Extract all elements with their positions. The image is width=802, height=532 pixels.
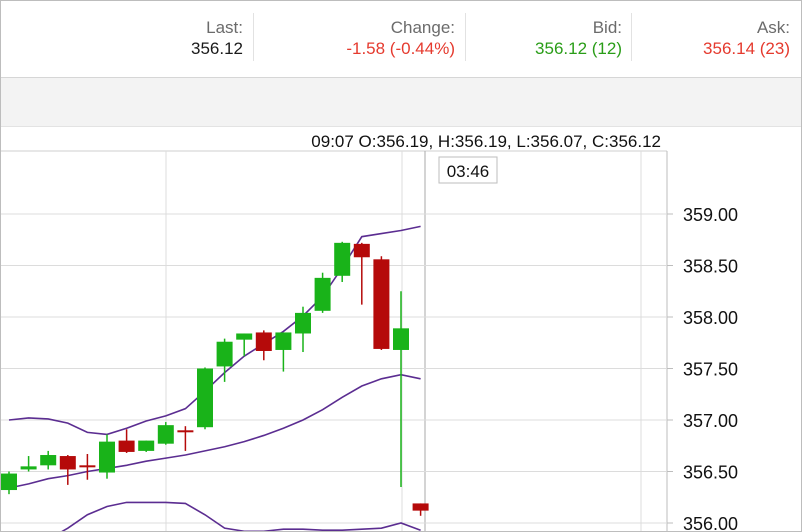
price-tick-label: 356.50 (683, 463, 738, 483)
candle-body-up (236, 333, 253, 340)
quote-divider (465, 13, 466, 61)
price-tick-label: 357.50 (683, 360, 738, 380)
toolbar-band (1, 78, 801, 127)
candle-body-down (59, 456, 76, 470)
change-label: Change: (390, 18, 455, 37)
candle-body-up (314, 277, 331, 311)
price-tick-label: 359.00 (683, 205, 738, 225)
price-tick-label: 358.50 (683, 257, 738, 277)
crosshair-time-box (438, 156, 498, 184)
price-tick-label: 356.00 (683, 514, 738, 531)
band-lower-line (61, 501, 421, 531)
quote-change: Change: -1.58 (-0.44%) (261, 1, 455, 77)
band-middle-line (8, 373, 421, 489)
price-tick-label: 358.00 (683, 308, 738, 328)
last-value: 356.12 (191, 39, 243, 58)
price-axis: 359.00 358.50 358.00 357.50 357.00 356.50 356.… (667, 205, 738, 531)
candle-body-down (412, 503, 429, 511)
candle-body-up (197, 368, 213, 428)
bollinger-bands (8, 225, 421, 531)
quote-bid: Bid: 356.12 (12) (473, 1, 622, 77)
candle-body-up (275, 332, 292, 350)
ohlc-readout: 09:07 O:356.19, H:356.19, L:356.07, C:35… (311, 132, 661, 151)
quote-divider (631, 13, 632, 61)
quote-bar: Last: 356.12 Change: -1.58 (-0.44%) Bid:… (1, 1, 801, 78)
crosshair-time-label: 03:46 (447, 162, 490, 181)
grid (1, 150, 668, 531)
candle-body-up (1, 473, 17, 491)
candles (1, 241, 429, 516)
candle-body-up (157, 425, 174, 444)
candle-body-down (79, 465, 96, 468)
quote-last: Last: 356.12 (1, 1, 243, 77)
candle-body-down (255, 332, 272, 351)
candle-body-up (40, 455, 57, 466)
price-chart[interactable]: 359.00 358.50 358.00 357.50 357.00 356.50 356.… (1, 127, 801, 531)
candle-body-up (393, 328, 409, 350)
price-tick-label: 357.00 (683, 411, 738, 431)
band-upper-line (8, 225, 421, 436)
candlestick-plot[interactable]: 359.00 358.50 358.00 357.50 357.00 356.50 356.… (1, 127, 801, 531)
candle-body-up (216, 341, 233, 367)
candle-body-down (373, 259, 390, 349)
candle-body-up (20, 466, 37, 470)
bid-value: 356.12 (12) (535, 39, 622, 58)
candle-body-down (118, 440, 135, 452)
quote-ask: Ask: 356.14 (23) (639, 1, 790, 77)
candle-body-down (177, 430, 194, 433)
candle-body-up (334, 242, 351, 276)
candle-body-up (99, 441, 115, 473)
change-value: -1.58 (-0.44%) (346, 39, 455, 58)
quote-divider (253, 13, 254, 61)
bid-label: Bid: (592, 18, 622, 37)
last-label: Last: (206, 18, 243, 37)
candle-body-down (353, 243, 370, 258)
ask-label: Ask: (756, 18, 790, 37)
candle-body-up (138, 440, 155, 451)
ask-value: 356.14 (23) (703, 39, 790, 58)
candle-body-up (295, 312, 311, 334)
